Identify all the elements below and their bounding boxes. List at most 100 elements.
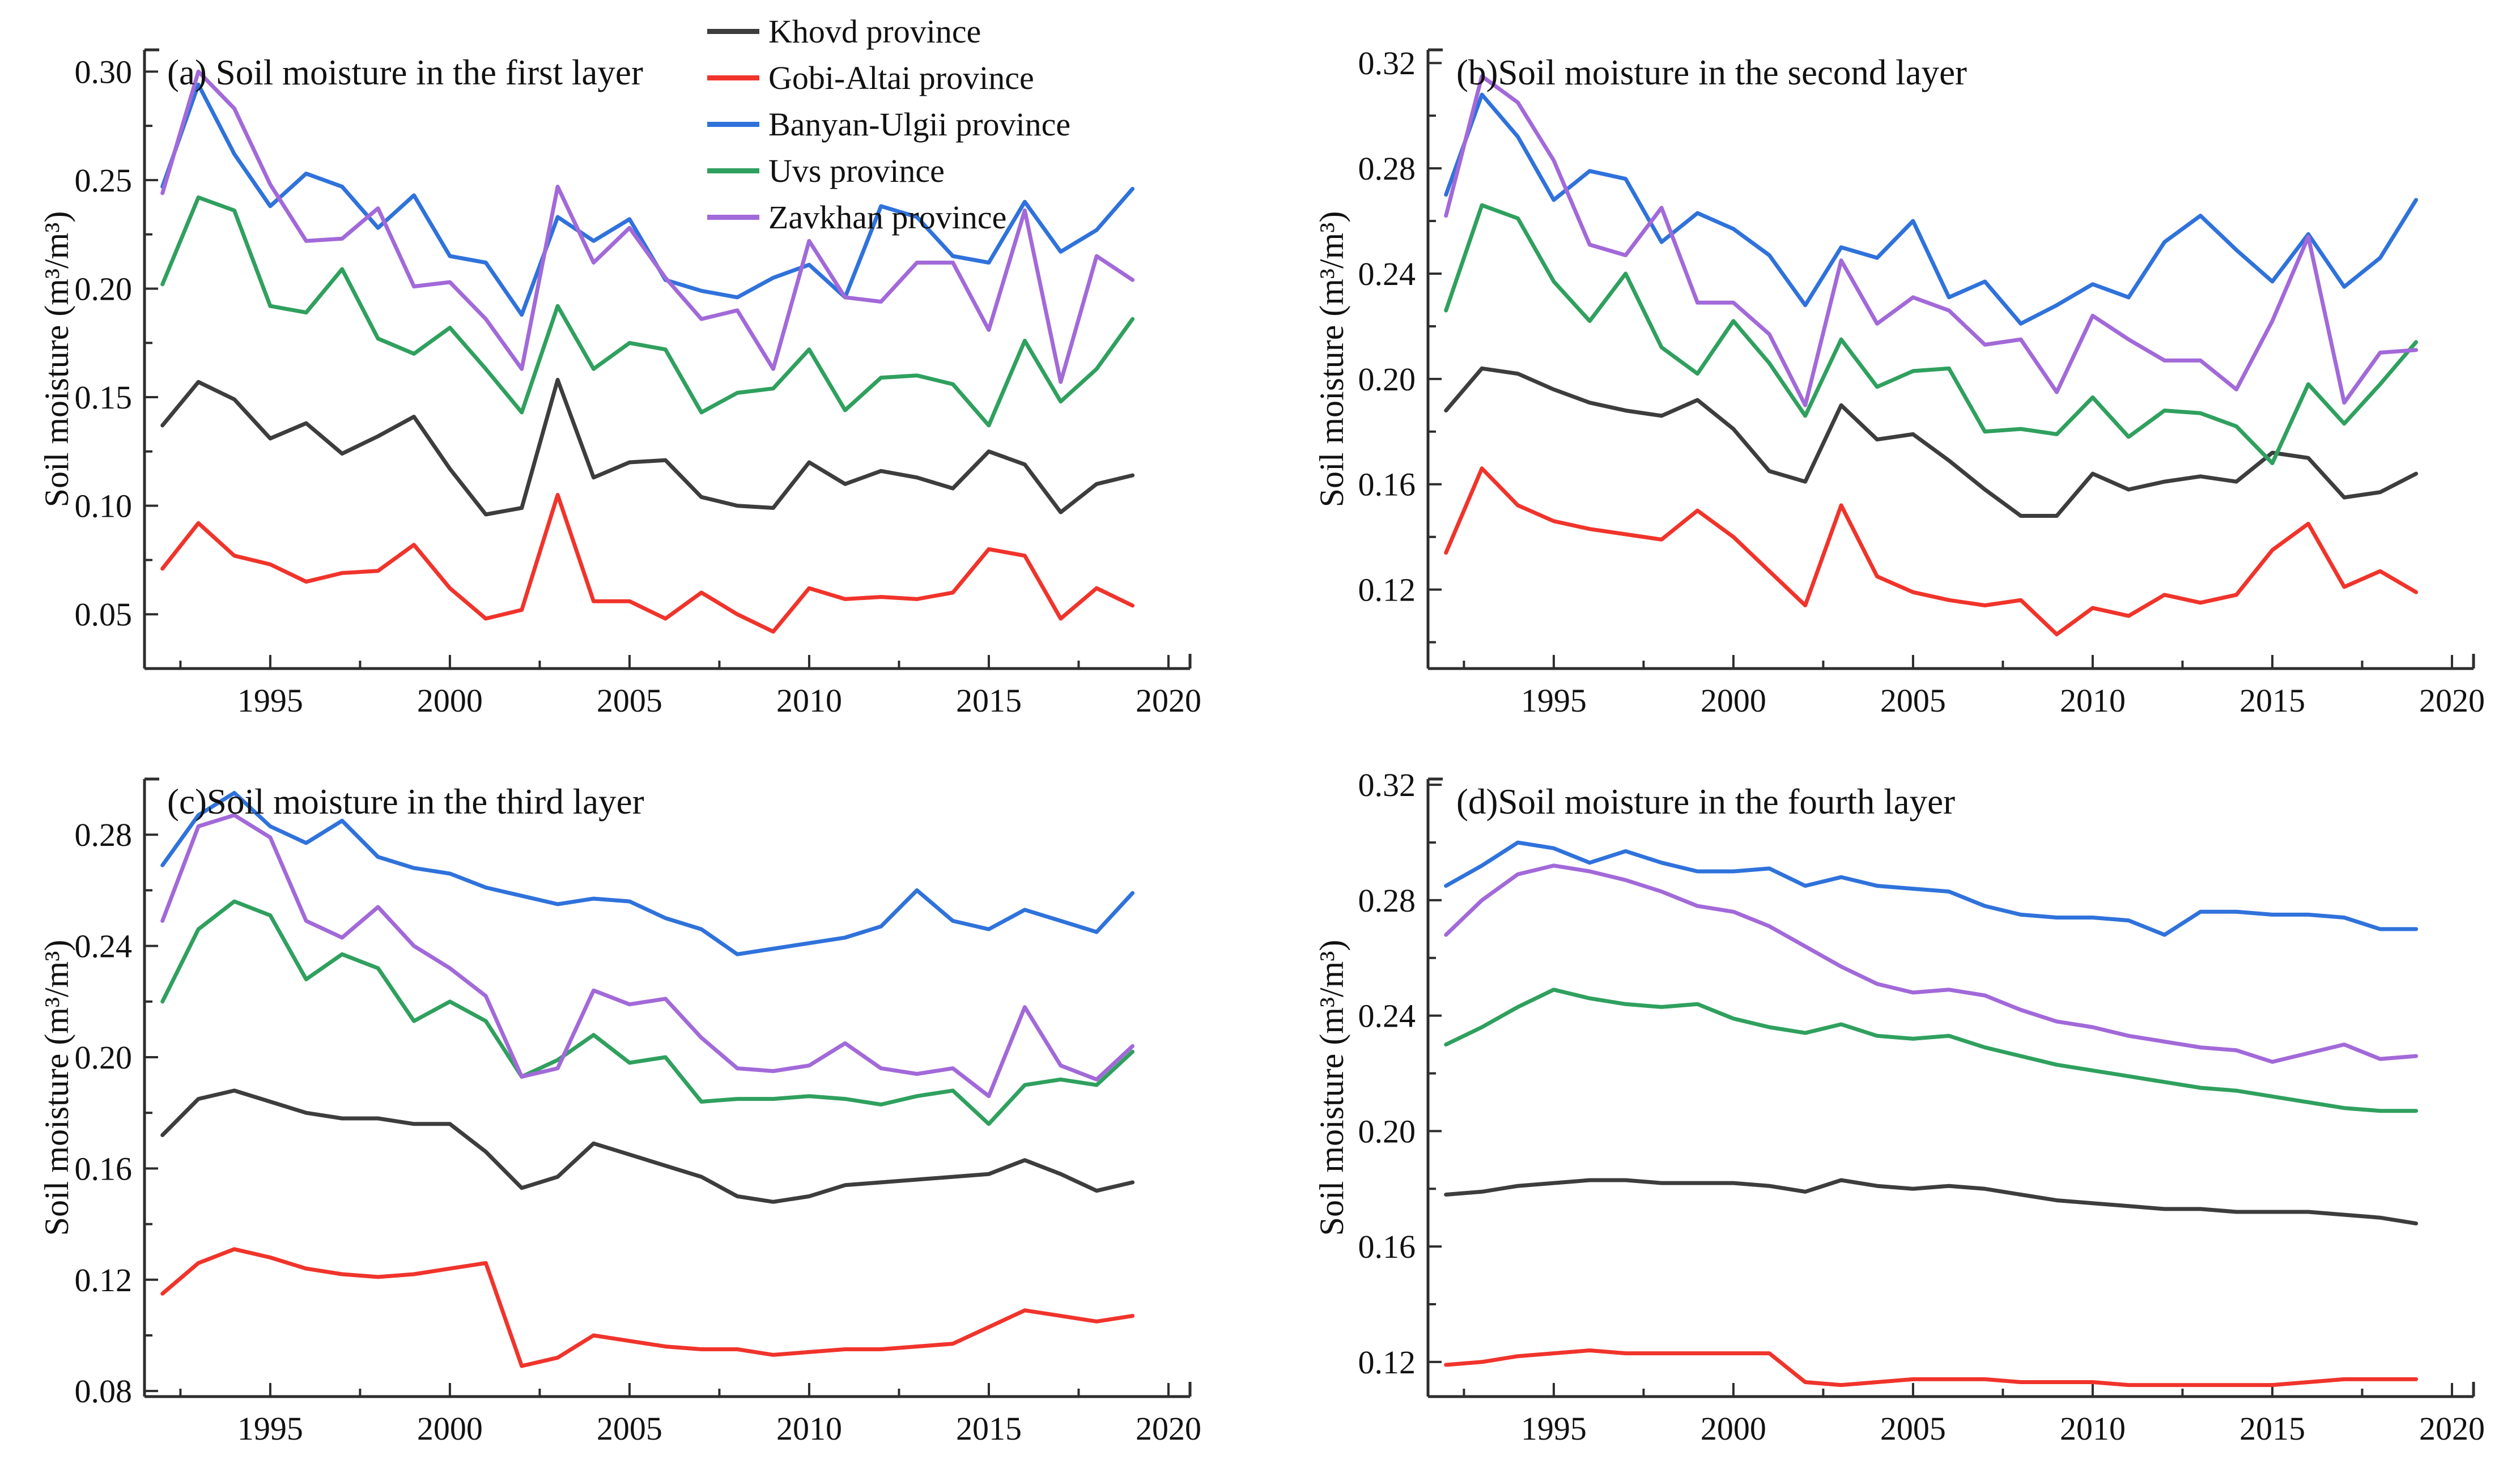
svg-text:2015: 2015 [956,1410,1022,1447]
svg-text:0.24: 0.24 [1358,998,1416,1035]
legend: Khovd province Gobi-Altai province Banya… [707,8,1070,240]
svg-text:0.32: 0.32 [1358,45,1416,82]
svg-text:0.20: 0.20 [75,1039,133,1076]
series-zavkhan-province [160,69,1135,384]
series-banyan-ulgii-province [160,791,1135,956]
panel-a-title: (a) Soil moisture in the first layer [167,53,643,92]
panel-third-layer: 0.08 0.12 0.16 0.20 0.24 0.28 1995 2000 2005 2010… [0,732,1260,1464]
series-khovd-province [1444,366,2419,518]
series-uvs-province [160,899,1135,1126]
panel-a-y-axis-label: Soil moisture (m³/m³) [38,211,75,508]
legend-item-gobi-altai: Gobi-Altai province [707,54,1070,101]
svg-text:2000: 2000 [1701,1410,1766,1447]
legend-label: Zavkhan province [768,198,1007,236]
legend-label: Uvs province [768,152,945,189]
panel-first-layer: 0.05 0.10 0.15 0.20 0.25 0.30 1995 2000 2005 2010… [0,0,1260,732]
svg-text:0.20: 0.20 [1358,361,1416,398]
svg-text:0.28: 0.28 [1358,882,1416,919]
series-gobi-altai-province [1444,1348,2419,1388]
svg-text:2000: 2000 [417,1410,483,1447]
svg-text:0.10: 0.10 [75,488,133,525]
svg-text:2010: 2010 [2060,1410,2126,1447]
panel-c-y-axis-label: Soil moisture (m³/m³) [38,939,75,1236]
panel-b-title: (b)Soil moisture in the second layer [1456,53,1967,92]
panel-second-layer: 0.12 0.16 0.20 0.24 0.28 0.32 1995 2000 2005 2010… [1260,0,2520,732]
plot-area: 0.12 0.16 0.20 0.24 0.28 0.32 1995 2000 2005 2010… [1358,767,2485,1447]
svg-text:0.20: 0.20 [75,270,133,307]
svg-text:2010: 2010 [776,1410,842,1447]
series-zavkhan-province [1444,863,2419,1064]
svg-text:2010: 2010 [2060,682,2126,719]
svg-text:2015: 2015 [2239,682,2305,719]
svg-text:2020: 2020 [2419,682,2485,719]
series-uvs-province [160,195,1135,428]
panel-d-title: (d)Soil moisture in the fourth layer [1456,782,1956,822]
svg-text:0.28: 0.28 [1358,150,1416,187]
svg-text:2005: 2005 [597,1410,662,1447]
series-zavkhan-province [1444,74,2419,407]
svg-text:0.16: 0.16 [75,1150,133,1187]
series-khovd-province [1444,1178,2419,1225]
svg-text:2020: 2020 [2419,1410,2485,1447]
legend-label: Banyan-Ulgii province [768,105,1071,143]
khovd-line-swatch-icon [707,28,759,34]
svg-text:2010: 2010 [776,682,842,719]
plot-area: 0.05 0.10 0.15 0.20 0.25 0.30 1995 2000 2005 2010… [75,48,1201,719]
svg-text:2020: 2020 [1136,682,1201,719]
series-zavkhan-province [160,813,1135,1099]
panel-b-y-axis-label: Soil moisture (m³/m³) [1313,211,1350,508]
svg-text:2005: 2005 [1880,1410,1946,1447]
panel-d-chart: 0.12 0.16 0.20 0.24 0.28 0.32 1995 2000 2005 2010… [1358,767,2485,1447]
svg-text:0.20: 0.20 [1358,1113,1416,1150]
panel-fourth-layer: 0.12 0.16 0.20 0.24 0.28 0.32 1995 2000 2005 2010… [1260,732,2520,1464]
svg-text:2015: 2015 [2239,1410,2305,1447]
plot-area: 0.08 0.12 0.16 0.20 0.24 0.28 1995 2000 2005 2010… [75,777,1201,1447]
series-gobi-altai-province [1444,466,2419,637]
svg-text:2005: 2005 [597,682,662,719]
panel-c-title: (c)Soil moisture in the third layer [167,782,644,822]
svg-text:0.12: 0.12 [1358,572,1416,608]
zavkhan-line-swatch-icon [707,214,759,220]
svg-text:0.30: 0.30 [75,53,133,90]
series-uvs-province [1444,988,2419,1113]
panel-a-chart: 0.05 0.10 0.15 0.20 0.25 0.30 1995 2000 2005 2010… [75,48,1201,719]
banyan-ulgii-line-swatch-icon [707,121,759,127]
series-uvs-province [1444,203,2419,465]
gobi-altai-line-swatch-icon [707,75,759,80]
svg-text:0.25: 0.25 [75,162,133,199]
plot-area: 0.12 0.16 0.20 0.24 0.28 0.32 1995 2000 2005 2010… [1358,45,2485,719]
svg-text:1995: 1995 [237,682,303,719]
legend-item-uvs: Uvs province [707,147,1070,194]
series-banyan-ulgii-province [1444,840,2419,937]
svg-text:0.16: 0.16 [1358,466,1416,503]
panel-d-y-axis-label: Soil moisture (m³/m³) [1313,939,1350,1236]
svg-text:2000: 2000 [1701,682,1766,719]
svg-text:0.28: 0.28 [75,816,133,853]
svg-text:1995: 1995 [1521,1410,1587,1447]
series-khovd-province [160,377,1135,517]
svg-text:0.24: 0.24 [1358,256,1416,292]
svg-text:0.05: 0.05 [75,596,133,633]
svg-text:1995: 1995 [1521,682,1587,719]
legend-item-zavkhan: Zavkhan province [707,194,1070,240]
svg-text:0.12: 0.12 [1358,1344,1416,1381]
series-gobi-altai-province [160,1247,1135,1368]
svg-text:2015: 2015 [956,682,1022,719]
svg-text:0.32: 0.32 [1358,767,1416,803]
svg-text:2020: 2020 [1136,1410,1201,1447]
svg-text:0.08: 0.08 [75,1373,133,1410]
svg-text:0.24: 0.24 [75,928,133,965]
uvs-line-swatch-icon [707,168,759,173]
svg-text:1995: 1995 [237,1410,303,1447]
panel-b-chart: 0.12 0.16 0.20 0.24 0.28 0.32 1995 2000 2005 2010… [1358,45,2485,719]
svg-text:0.15: 0.15 [75,379,133,416]
legend-label: Khovd province [768,12,981,50]
series-khovd-province [160,1088,1135,1204]
svg-text:2000: 2000 [417,682,483,719]
series-banyan-ulgii-province [1444,92,2419,326]
legend-item-banyan-ulgii: Banyan-Ulgii province [707,101,1070,147]
svg-text:0.12: 0.12 [75,1262,133,1299]
panel-c-chart: 0.08 0.12 0.16 0.20 0.24 0.28 1995 2000 2005 2010… [75,777,1201,1447]
svg-text:0.16: 0.16 [1358,1228,1416,1265]
